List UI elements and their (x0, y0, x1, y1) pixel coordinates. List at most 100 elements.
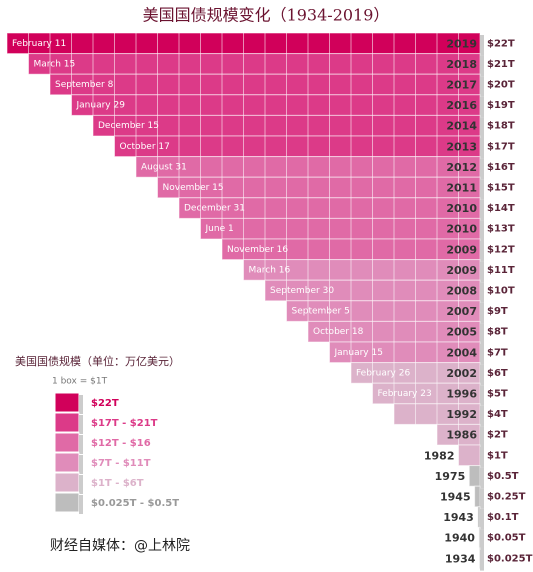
amount-label: $19T (487, 100, 515, 111)
debt-row (243, 259, 484, 283)
amount-label: $1T (487, 450, 508, 461)
legend-swatch (54, 452, 80, 473)
amount-label: $8T (487, 327, 508, 338)
debt-row (468, 465, 484, 489)
amount-label: $14T (487, 203, 515, 214)
debt-row (307, 320, 484, 344)
amount-label: $18T (487, 121, 515, 132)
legend-swatch-side (79, 475, 83, 494)
date-label: February 11 (12, 39, 66, 49)
amount-label: $20T (487, 80, 515, 91)
amount-label: $10T (487, 286, 515, 297)
box-shade (480, 117, 484, 138)
year-label: 2016 (446, 99, 477, 112)
legend-label: $1T - $6T (91, 478, 144, 489)
legend-swatch-side (79, 415, 83, 434)
debt-row (474, 485, 484, 509)
row-boxes (478, 547, 481, 570)
date-label: March 15 (34, 59, 76, 69)
date-label: December 15 (98, 121, 159, 131)
debt-row (478, 526, 484, 550)
box-shade (480, 385, 484, 406)
legend-label: $17T - $21T (91, 418, 158, 429)
year-label: 2008 (446, 285, 477, 298)
amount-label: $22T (487, 38, 515, 49)
box-shade (480, 467, 484, 489)
box-shade (480, 344, 484, 365)
legend-swatch (54, 472, 80, 493)
year-label: 2010 (446, 223, 477, 236)
legend-swatch-side (79, 395, 83, 414)
legend-swatch-side (79, 495, 83, 514)
year-label: 2019 (446, 37, 477, 50)
year-label: 1943 (443, 511, 474, 524)
legend-swatch (54, 432, 80, 453)
year-label: 1945 (440, 491, 471, 504)
legend-swatch-side (79, 455, 83, 474)
amount-label: $13T (487, 224, 515, 235)
date-label: August 31 (141, 162, 187, 172)
row-boxes (200, 217, 481, 240)
amount-label: $15T (487, 183, 515, 194)
amount-label: $0.1T (487, 512, 519, 523)
box-shade (480, 529, 484, 550)
debt-row (28, 53, 484, 77)
debt-row (157, 176, 484, 200)
year-label: 2018 (446, 58, 477, 71)
box-shade (480, 447, 484, 468)
year-label: 2014 (446, 120, 477, 133)
year-label: 2010 (446, 202, 477, 215)
row-boxes (474, 485, 481, 508)
box-shade (480, 405, 484, 427)
amount-label: $9T (487, 306, 508, 317)
legend-swatch (54, 412, 80, 433)
amount-label: $0.05T (487, 533, 526, 544)
box-shade (480, 55, 484, 77)
year-label: 2007 (446, 305, 477, 318)
box-shade (480, 508, 484, 530)
box-shade (480, 488, 484, 509)
legend-title: 美国国债规模（单位：万亿美元） (15, 354, 180, 368)
box-shade (480, 35, 484, 56)
year-label: 1940 (444, 532, 475, 545)
amount-label: $0.025T (487, 553, 533, 564)
box-shade (480, 220, 484, 241)
footer: 财经自媒体：@上林院 (50, 538, 190, 554)
debt-row (264, 279, 484, 303)
amount-label: $21T (487, 59, 515, 70)
box-shade (480, 199, 484, 221)
legend-swatch-side (79, 435, 83, 454)
legend-label: $22T (91, 398, 119, 409)
legend-label: $7T - $11T (91, 458, 151, 469)
box-shade (480, 302, 484, 324)
box-shade (480, 550, 484, 571)
box-shade (480, 282, 484, 303)
date-label: November 16 (227, 245, 288, 255)
debt-row (200, 217, 484, 241)
row-boxes (458, 444, 481, 467)
date-label: December 31 (184, 204, 245, 214)
year-label: 2012 (446, 161, 477, 174)
year-label: 2009 (446, 243, 477, 256)
date-label: February 23 (378, 389, 432, 399)
amount-label: $17T (487, 141, 515, 152)
debt-row (6, 32, 484, 56)
amount-label: $12T (487, 244, 515, 255)
legend-swatch (54, 392, 80, 413)
box-shade (480, 426, 484, 447)
year-label: 1934 (445, 552, 476, 565)
amount-label: $0.25T (487, 492, 526, 503)
date-label: March 16 (249, 265, 291, 275)
row-boxes (28, 53, 481, 75)
debt-row (478, 547, 484, 571)
row-boxes (477, 506, 481, 528)
debt-row (477, 506, 484, 530)
debt-row (286, 300, 484, 324)
amount-label: $7T (487, 347, 508, 358)
date-label: February 26 (356, 368, 410, 378)
amount-label: $6T (487, 368, 508, 379)
year-label: 2011 (446, 182, 477, 195)
date-label: November 15 (163, 183, 224, 193)
amount-label: $0.5T (487, 471, 519, 482)
